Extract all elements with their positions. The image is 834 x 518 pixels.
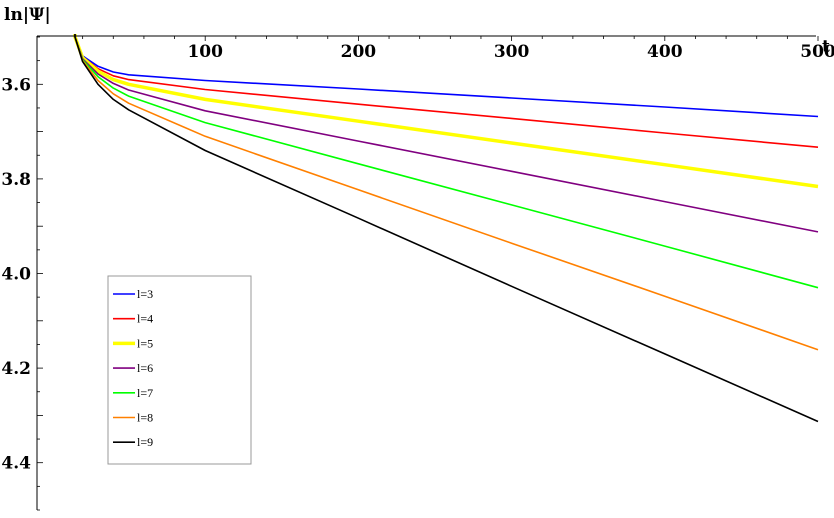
- legend-label: l=9: [137, 435, 153, 449]
- y-tick-label: −4.4: [0, 454, 31, 474]
- x-axis-title: t: [822, 37, 830, 57]
- x-tick-label: 400: [647, 42, 683, 62]
- x-tick-label: 200: [341, 42, 377, 62]
- y-tick-label: −3.6: [0, 75, 31, 95]
- legend-label: l=6: [137, 361, 153, 375]
- series-line-l4: [74, 34, 819, 148]
- series-line-l9: [74, 34, 819, 423]
- legend-label: l=7: [137, 386, 153, 400]
- y-tick-label: −3.8: [0, 170, 31, 190]
- y-tick-label: −4.0: [0, 265, 31, 285]
- legend-label: l=5: [137, 336, 153, 350]
- legend: l=3 l=4 l=5 l=6 l=7 l=8 l=9: [107, 275, 252, 465]
- series-line-l3: [74, 34, 819, 118]
- y-axis-title: ln|Ψ|: [4, 5, 51, 25]
- y-tick-label: −4.2: [0, 359, 31, 379]
- legend-box: [107, 275, 252, 465]
- x-tick-label: 500: [800, 42, 834, 62]
- legend-label: l=4: [137, 312, 153, 326]
- legend-label: l=8: [137, 411, 153, 425]
- x-tick-label: 100: [187, 42, 223, 62]
- legend-label: l=3: [137, 287, 153, 301]
- axes: [36, 35, 816, 510]
- ticks: 100 200 300 400 500 −3.6 −3.8 −4.0 −4.2 −4.4: [0, 36, 834, 511]
- plot-lines: [73, 34, 819, 423]
- x-tick-label: 300: [494, 42, 530, 62]
- series-line-l7: [74, 34, 819, 289]
